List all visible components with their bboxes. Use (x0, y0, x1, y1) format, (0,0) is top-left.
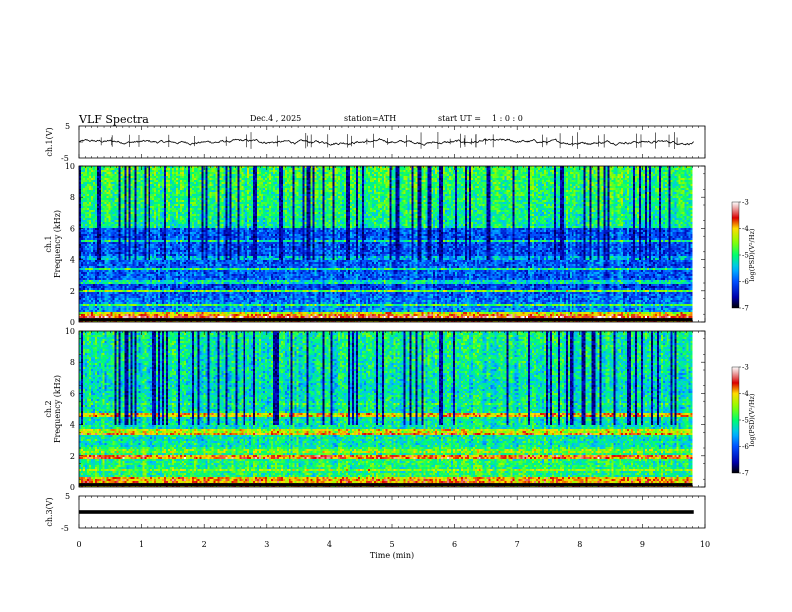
ch2-spectrogram-ytick-label: 10 (65, 327, 75, 336)
figure-station: station=ATH (344, 114, 397, 123)
ch2-spectrogram-colorbar-tick-label: -4 (742, 390, 749, 398)
ch1-spectrogram-ytick-label: 2 (70, 287, 75, 296)
ch2-spectrogram-ytick-label: 4 (70, 421, 75, 430)
x-tick-label: 9 (640, 540, 645, 549)
x-tick-label: 4 (327, 540, 332, 549)
ch2-spectrogram-ytick-label: 6 (70, 389, 75, 398)
x-tick-label: 8 (577, 540, 582, 549)
ch1-spectrogram-colorbar (731, 201, 740, 309)
ch3-waveform-panel: 5 -5 ch.3(V) (45, 492, 706, 533)
ch1-waveform-ytick-label: -5 (61, 154, 69, 163)
ch1-spectrogram-panel: 0 2 4 6 8 10 ch.1 Frequency (kHz) -3 -4 -5 -6 -7 log(… (44, 162, 756, 327)
ch2-spectrogram-colorbar-tick-label: -7 (742, 470, 749, 478)
x-tick-label: 5 (389, 540, 394, 549)
x-tick-label: 10 (700, 540, 710, 549)
ch1-spectrogram-colorbar-tick-label: -6 (742, 278, 749, 286)
ch1-spectrogram-ytick-label: 0 (70, 318, 75, 327)
ch1-spectrogram-ylabel: ch.1 (44, 235, 53, 252)
ch2-spectrogram-colorbar-tick-label: -6 (742, 443, 749, 451)
x-tick-label: 1 (139, 540, 144, 549)
ch2-spectrogram-ytick-label: 0 (70, 483, 75, 492)
ch3-waveform-ytick-label: 5 (65, 492, 70, 501)
ch3-waveform-line (79, 510, 694, 514)
x-tick-label: 3 (264, 540, 269, 549)
figure-start-time: 1 : 0 : 0 (492, 114, 523, 123)
ch2-spectrogram-colorbar-label: log(PSD)(V²/Hz) (748, 393, 756, 446)
ch2-spectrogram-ytick-label: 8 (70, 358, 75, 367)
ch3-waveform-ylabel: ch.3(V) (45, 497, 54, 526)
ch1-spectrogram-low-band (79, 318, 693, 322)
ch2-spectrogram-heatmap (79, 331, 693, 487)
ch2-spectrogram-colorbar-tick-label: -3 (742, 364, 749, 372)
ch1-spectrogram-colorbar-label: log(PSD)(V²/Hz) (748, 228, 756, 281)
ch2-spectrogram-colorbar (731, 366, 740, 474)
ch1-waveform-line (78, 137, 694, 146)
ch2-spectrogram-low-band (79, 483, 693, 487)
ch1-spectrogram-colorbar-tick-label: -4 (742, 225, 749, 233)
x-tick-label: 7 (515, 540, 520, 549)
ch1-waveform-panel: 5 -5 ch.1(V) (45, 122, 706, 163)
ch2-spectrogram-ylabel: ch.2 (44, 400, 53, 417)
ch2-spectrogram-ylabel: Frequency (kHz) (53, 375, 62, 443)
x-axis-label: Time (min) (370, 551, 414, 560)
x-tick-label: 0 (76, 540, 81, 549)
ch1-waveform-ylabel: ch.1(V) (45, 127, 54, 156)
ch1-spectrogram-colorbar-tick-label: -7 (742, 305, 749, 313)
ch1-spectrogram-colorbar-tick-label: -3 (742, 199, 749, 207)
x-tick-label: 6 (452, 540, 457, 549)
figure-title: VLF Spectra (79, 113, 149, 126)
ch1-spectrogram-heatmap (79, 166, 693, 322)
ch1-spectrogram-ytick-label: 4 (70, 256, 75, 265)
ch2-spectrogram-colorbar-tick-label: -5 (742, 417, 749, 425)
ch1-waveform-ytick-label: 5 (65, 122, 70, 131)
ch1-spectrogram-colorbar-tick-label: -5 (742, 252, 749, 260)
figure-start-label: start UT = (438, 114, 481, 123)
ch1-spectrogram-ylabel: Frequency (kHz) (53, 210, 62, 278)
ch2-spectrogram-panel: 0 2 4 6 8 10 ch.2 Frequency (kHz) -3 -4 -5 -6 -7 log(… (44, 327, 756, 492)
ch2-spectrogram-ytick-label: 2 (70, 452, 75, 461)
ch1-spectrogram-ytick-label: 10 (65, 162, 75, 171)
ch3-waveform-ytick-label: -5 (61, 524, 69, 533)
figure-date: Dec.4 , 2025 (250, 114, 302, 123)
ch1-spectrogram-ytick-label: 6 (70, 224, 75, 233)
x-tick-label: 2 (202, 540, 207, 549)
ch1-spectrogram-ytick-label: 8 (70, 193, 75, 202)
